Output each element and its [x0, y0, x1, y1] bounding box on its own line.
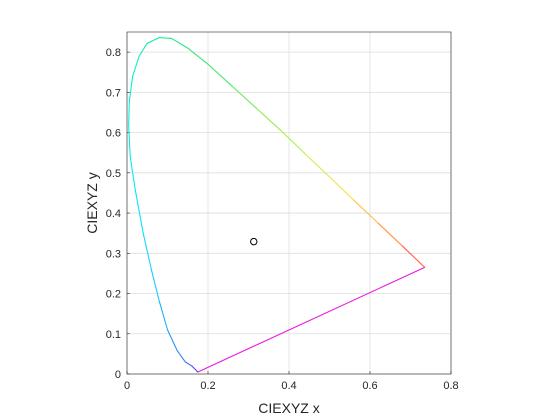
- y-tick-labels: 0 0.1 0.2 0.3 0.4 0.5 0.6 0.7 0.8: [106, 47, 121, 381]
- y-tick-label: 0.1: [106, 329, 121, 341]
- y-tick-label: 0.2: [106, 289, 121, 301]
- spectral-locus-segment: [280, 130, 306, 155]
- grid-lines: [126, 32, 452, 375]
- spectral-locus-segment: [128, 123, 131, 158]
- spectral-locus-segment: [171, 37, 189, 49]
- spectral-locus-segment: [304, 153, 331, 178]
- spectral-locus-segment: [328, 176, 355, 201]
- spectral-locus-segment: [187, 47, 209, 65]
- x-tick-label: 0.4: [281, 380, 296, 392]
- spectral-locus-segment: [207, 63, 233, 87]
- spectral-locus-segment: [256, 107, 282, 132]
- y-tick-label: 0.5: [106, 168, 121, 180]
- spectral-locus-segment: [128, 99, 130, 126]
- spectral-locus-segment: [353, 199, 379, 224]
- series-group: [128, 37, 426, 373]
- spectral-locus-segment: [134, 188, 144, 234]
- x-axis-label: CIEXYZ x: [258, 400, 319, 416]
- y-tick-label: 0.7: [106, 87, 121, 99]
- spectral-locus-segment: [166, 329, 178, 352]
- spectral-locus-segment: [377, 222, 403, 247]
- y-tick-label: 0.4: [106, 208, 121, 220]
- x-tick-labels: 0 0.2 0.4 0.6 0.8: [124, 380, 459, 392]
- spectral-locus-segment: [231, 85, 258, 109]
- spectral-locus-segment: [146, 37, 160, 44]
- spectral-locus-segment: [128, 75, 134, 101]
- x-tick-label: 0.2: [200, 380, 215, 392]
- x-tick-label: 0.8: [443, 380, 458, 392]
- spectral-locus-segment: [191, 365, 199, 373]
- line-of-purples: [197, 266, 425, 373]
- spectral-locus-segment: [132, 55, 140, 77]
- spectral-locus-segment: [138, 42, 148, 57]
- spectral-locus-segment: [176, 350, 186, 363]
- spectral-locus-segment: [150, 268, 160, 303]
- spectral-locus-segment: [401, 245, 426, 268]
- y-axis-label: CIEXYZ y: [84, 172, 100, 233]
- spectral-locus-segment: [158, 301, 169, 331]
- x-tick-label: 0.6: [362, 380, 377, 392]
- spectral-locus-segment: [129, 156, 136, 190]
- y-tick-label: 0.3: [106, 248, 121, 260]
- spectral-locus-segment: [142, 232, 152, 270]
- axis-ticks: [126, 51, 452, 375]
- y-tick-label: 0: [115, 369, 121, 381]
- x-tick-label: 0: [124, 380, 130, 392]
- spectral-locus-segment: [184, 361, 193, 367]
- y-tick-label: 0.6: [106, 128, 121, 140]
- y-tick-label: 0.8: [106, 47, 121, 59]
- white-point-marker: [250, 237, 258, 246]
- spectral-locus-segment: [158, 37, 173, 39]
